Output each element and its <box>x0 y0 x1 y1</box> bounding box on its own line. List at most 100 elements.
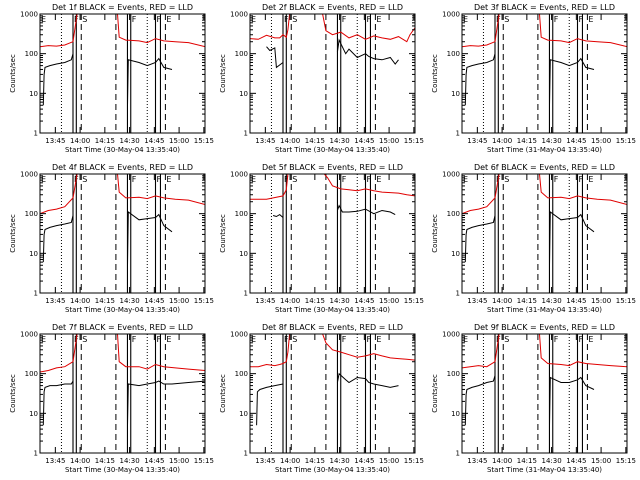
x-tick-label: 14:15 <box>305 137 325 145</box>
plot-frame <box>39 173 206 294</box>
corner-label: E <box>251 15 256 24</box>
y-axis-label: Counts/sec <box>9 214 17 253</box>
y-tick-label: 10 <box>29 250 38 258</box>
panel-title: Det 6f BLACK = Events, RED = LLD <box>474 163 615 172</box>
y-tick-label: 100 <box>235 370 248 378</box>
y-tick-label: 1 <box>456 130 460 138</box>
x-tick-label: 13:45 <box>45 297 65 305</box>
x-tick-label: 14:30 <box>542 457 562 465</box>
panel-det-4: Det 4f BLACK = Events, RED = LLDFSFFEE11… <box>9 163 214 314</box>
marker-label: F <box>554 335 559 344</box>
lld-series-line <box>40 174 78 215</box>
x-axis-label: Start Time (31-May-04 13:35:40) <box>487 306 602 314</box>
marker-label: F <box>132 15 137 24</box>
marker-label: F <box>554 175 559 184</box>
x-tick-label: 14:45 <box>354 137 374 145</box>
panel-det-9: Det 9f BLACK = Events, RED = LLDFSFFEE11… <box>431 323 636 474</box>
plot-frame <box>249 13 416 134</box>
panel-title: Det 5f BLACK = Events, RED = LLD <box>262 163 403 172</box>
marker-label: F <box>157 175 162 184</box>
series-group <box>250 174 415 218</box>
lld-series-line <box>323 174 415 197</box>
panel-title: Det 9f BLACK = Events, RED = LLD <box>474 323 615 332</box>
x-tick-label: 15:00 <box>169 457 189 465</box>
x-tick-label: 15:00 <box>591 297 611 305</box>
lld-series-line <box>539 174 627 205</box>
y-axis-label: Counts/sec <box>431 214 439 253</box>
y-tick-label: 10 <box>239 90 248 98</box>
x-tick-label: 14:15 <box>517 457 537 465</box>
x-tick-label: 13:45 <box>45 457 65 465</box>
events-series-line <box>272 213 284 218</box>
x-tick-label: 15:15 <box>616 137 636 145</box>
y-tick-label: 1 <box>244 450 248 458</box>
marker-label: F <box>579 15 584 24</box>
events-series-line <box>549 57 595 106</box>
lld-series-line <box>250 14 291 40</box>
corner-label: E <box>41 15 46 24</box>
lld-series-line <box>462 14 500 48</box>
x-tick-label: 13:45 <box>45 137 65 145</box>
panel-det-7: Det 7f BLACK = Events, RED = LLDFSFFEE11… <box>9 323 214 474</box>
marker-label: F <box>157 335 162 344</box>
panel-det-5: Det 5f BLACK = Events, RED = LLDFSFFEE11… <box>219 163 424 314</box>
y-tick-label: 1 <box>34 130 38 138</box>
lld-series-line <box>462 174 500 215</box>
panel-title: Det 8f BLACK = Events, RED = LLD <box>262 323 403 332</box>
panel-title: Det 4f BLACK = Events, RED = LLD <box>52 163 193 172</box>
corner-label: E <box>41 175 46 184</box>
marker-label: F <box>342 175 347 184</box>
x-axis-label: Start Time (30-May-04 13:35:40) <box>65 306 180 314</box>
corner-label: E <box>463 175 468 184</box>
lld-series-line <box>40 14 78 48</box>
x-tick-label: 14:15 <box>95 457 115 465</box>
events-series-line <box>127 380 205 426</box>
x-tick-label: 15:15 <box>194 137 214 145</box>
corner-label: E <box>463 15 468 24</box>
lld-series-line <box>40 334 78 373</box>
marker-label: S <box>82 335 87 344</box>
y-tick-label: 10 <box>451 90 460 98</box>
y-axis-label: Counts/sec <box>219 54 227 93</box>
x-axis-label: Start Time (30-May-04 13:35:40) <box>275 306 390 314</box>
x-axis-label: Start Time (31-May-04 13:35:40) <box>487 146 602 154</box>
marker-label: S <box>292 335 297 344</box>
marker-label: F <box>132 175 137 184</box>
series-group <box>40 174 205 266</box>
series-group <box>40 14 205 106</box>
x-tick-label: 14:30 <box>542 297 562 305</box>
x-tick-label: 14:00 <box>70 137 90 145</box>
x-axis-label: Start Time (30-May-04 13:35:40) <box>65 466 180 474</box>
y-tick-label: 1000 <box>442 11 460 19</box>
y-tick-label: 100 <box>447 50 460 58</box>
x-tick-label: 13:45 <box>255 457 275 465</box>
x-tick-label: 14:45 <box>354 297 374 305</box>
x-tick-label: 14:30 <box>120 457 140 465</box>
events-series-line <box>42 215 74 263</box>
y-axis-label: Counts/sec <box>219 214 227 253</box>
plot-frame <box>39 333 206 454</box>
series-group <box>462 14 627 106</box>
marker-label: F <box>342 15 347 24</box>
x-tick-label: 15:15 <box>194 297 214 305</box>
x-tick-label: 14:45 <box>566 137 586 145</box>
events-series-line <box>266 46 284 69</box>
marker-label: F <box>367 335 372 344</box>
panel-title: Det 2f BLACK = Events, RED = LLD <box>262 3 403 12</box>
corner-label: E <box>41 335 46 344</box>
panel-det-1: Det 1f BLACK = Events, RED = LLDFSFFEE11… <box>9 3 214 154</box>
plot-frame <box>249 173 416 294</box>
y-tick-label: 1 <box>456 450 460 458</box>
y-tick-label: 10 <box>451 250 460 258</box>
marker-label: F <box>342 335 347 344</box>
series-group <box>250 14 415 69</box>
x-tick-label: 14:15 <box>95 297 115 305</box>
x-tick-label: 14:15 <box>305 457 325 465</box>
y-tick-label: 100 <box>447 370 460 378</box>
events-series-line <box>549 376 595 426</box>
lld-series-line <box>117 174 205 205</box>
y-axis-label: Counts/sec <box>9 374 17 413</box>
x-tick-label: 15:00 <box>591 137 611 145</box>
x-tick-label: 13:45 <box>467 137 487 145</box>
marker-label: E <box>588 175 593 184</box>
